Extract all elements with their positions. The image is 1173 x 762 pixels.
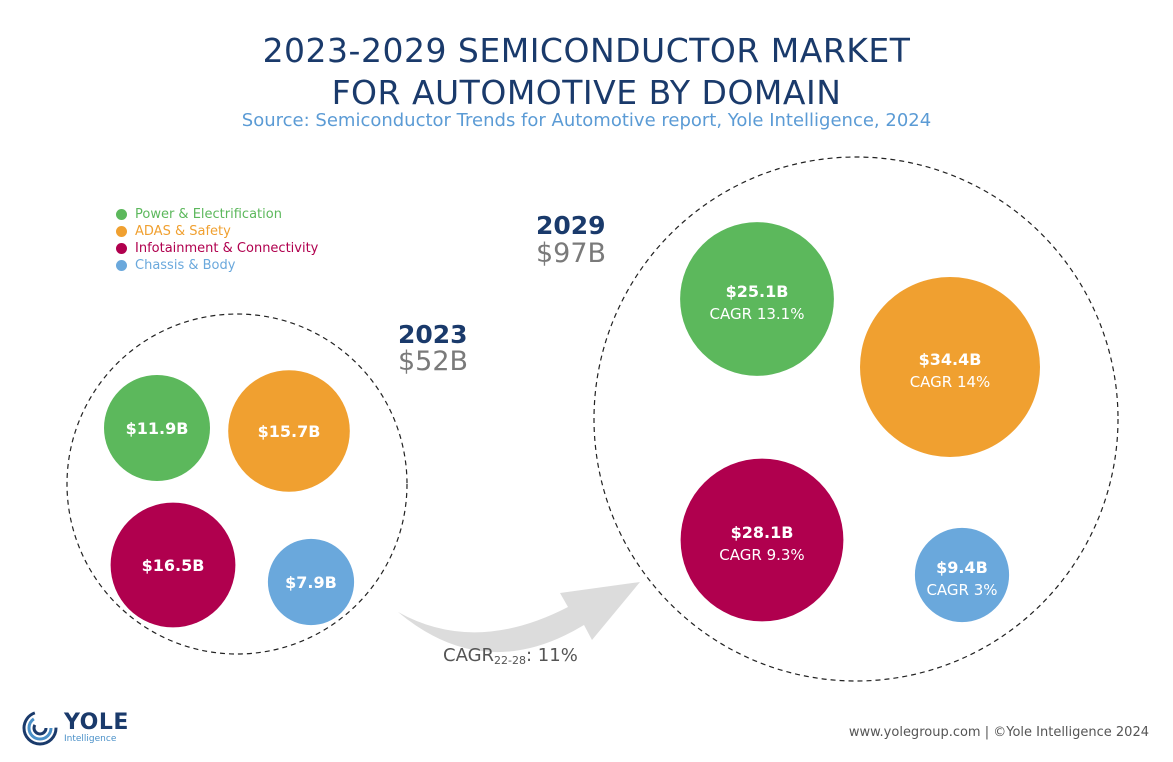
bubble-group-2029: $25.1B CAGR 13.1% $34.4B CAGR 14% $28.1B CAGR… <box>593 156 1119 682</box>
legend-label: Chassis & Body <box>135 258 236 273</box>
legend-label: Infotainment & Connectivity <box>135 241 319 256</box>
bubble-value-label: $34.4B <box>919 350 982 369</box>
bubble-value-label: $7.9B <box>285 573 337 592</box>
bubble-group-2023: $11.9B $15.7B $16.5B $7.9B <box>66 313 408 655</box>
bubble-adas-safety-2023 <box>228 370 350 492</box>
bubble-value-label: $9.4B <box>936 558 988 577</box>
yole-swirl-icon <box>22 710 58 746</box>
bubble-chassis-body-2023 <box>267 538 355 626</box>
bubble-cagr-label: CAGR 14% <box>910 373 991 391</box>
legend-dot-icon <box>116 243 127 254</box>
year-label-2023: 2023 <box>398 320 468 349</box>
footer-credit: www.yolegroup.com | ©Yole Intelligence 2… <box>848 725 1149 740</box>
bubble-power-electrification-2023 <box>104 375 210 481</box>
chart-source: Source: Semiconductor Trends for Automot… <box>241 110 932 131</box>
bubble-infotainment-connectivity-2029 <box>680 458 844 622</box>
bubble-value-label: $11.9B <box>126 419 189 438</box>
bubble-adas-safety-2029 <box>860 277 1040 457</box>
legend-item-chassis: Chassis & Body <box>116 257 318 274</box>
legend-dot-icon <box>116 260 127 271</box>
yole-logo: YOLE Intelligence <box>22 710 129 746</box>
chart-title-line2: FOR AUTOMOTIVE BY DOMAIN <box>331 73 842 112</box>
bubble-power-electrification-2029 <box>680 222 834 376</box>
logo-subtitle: Intelligence <box>64 734 117 744</box>
bubble-value-label: $16.5B <box>142 556 205 575</box>
growth-arrow-shape <box>398 582 640 653</box>
legend-item-adas: ADAS & Safety <box>116 223 318 240</box>
year-label-2029: 2029 <box>536 211 606 240</box>
legend-item-infotainment: Infotainment & Connectivity <box>116 240 318 257</box>
bubble-value-label: $25.1B <box>726 282 789 301</box>
legend: Power & Electrification ADAS & Safety In… <box>116 206 318 274</box>
legend-item-power: Power & Electrification <box>116 206 318 223</box>
logo-name: YOLE <box>64 710 129 735</box>
chart-title-line1: 2023-2029 SEMICONDUCTOR MARKET <box>262 31 911 70</box>
total-label-2023: $52B <box>398 346 469 377</box>
legend-label: Power & Electrification <box>135 207 282 222</box>
bubble-value-label: $28.1B <box>731 523 794 542</box>
bubble-value-label: $15.7B <box>258 422 321 441</box>
total-label-2029: $97B <box>536 238 607 269</box>
bubble-cagr-label: CAGR 3% <box>926 581 997 599</box>
legend-dot-icon <box>116 226 127 237</box>
overall-cagr-label: CAGR22-28: 11% <box>443 645 578 667</box>
boundary-circle-2023 <box>66 313 408 655</box>
bubble-cagr-label: CAGR 13.1% <box>710 305 805 323</box>
boundary-circle-2029 <box>593 156 1119 682</box>
legend-dot-icon <box>116 209 127 220</box>
bubble-infotainment-connectivity-2023 <box>110 502 236 628</box>
growth-arrow <box>398 582 640 653</box>
bubble-cagr-label: CAGR 9.3% <box>719 546 804 564</box>
legend-label: ADAS & Safety <box>135 224 231 239</box>
bubble-chassis-body-2029 <box>914 527 1010 623</box>
